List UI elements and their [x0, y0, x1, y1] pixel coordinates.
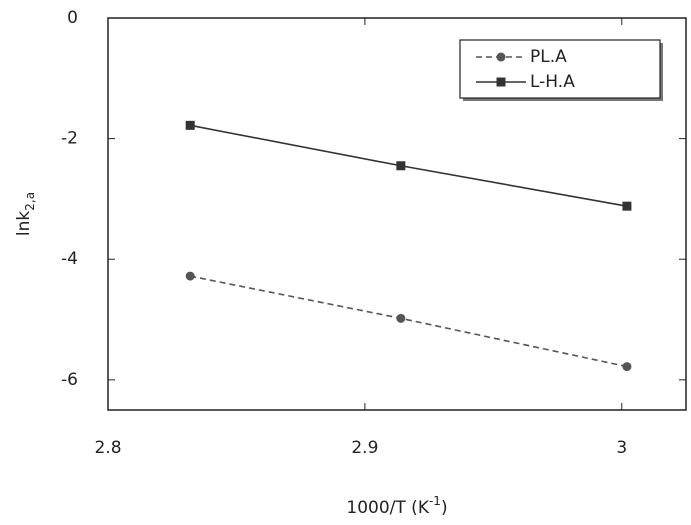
marker [622, 362, 632, 372]
y-tick-label: -6 [61, 370, 78, 390]
marker [185, 271, 195, 281]
legend-label: L-H.A [530, 72, 575, 92]
legend-label: PL.A [530, 47, 567, 67]
marker [622, 201, 632, 211]
legend-marker [496, 77, 506, 87]
x-tick-label: 3 [616, 438, 627, 458]
y-axis-label: lnk2,a [14, 192, 37, 236]
plot-frame [107, 17, 687, 411]
y-tick-label: -4 [61, 249, 78, 269]
legend-box [459, 39, 661, 99]
x-tick-label: 2.9 [351, 438, 378, 458]
y-tick-label: 0 [67, 8, 78, 28]
marker [185, 120, 195, 130]
legend-marker [496, 52, 506, 62]
series-line [190, 124, 628, 207]
marker [396, 313, 406, 323]
x-tick-label: 2.8 [94, 438, 121, 458]
legend: PL.A L-H.A [459, 39, 663, 101]
y-tick-label: -2 [61, 129, 78, 149]
series-line [190, 275, 628, 368]
x-axis-label: 1000/T (K-1) [346, 494, 447, 519]
marker [396, 161, 406, 171]
